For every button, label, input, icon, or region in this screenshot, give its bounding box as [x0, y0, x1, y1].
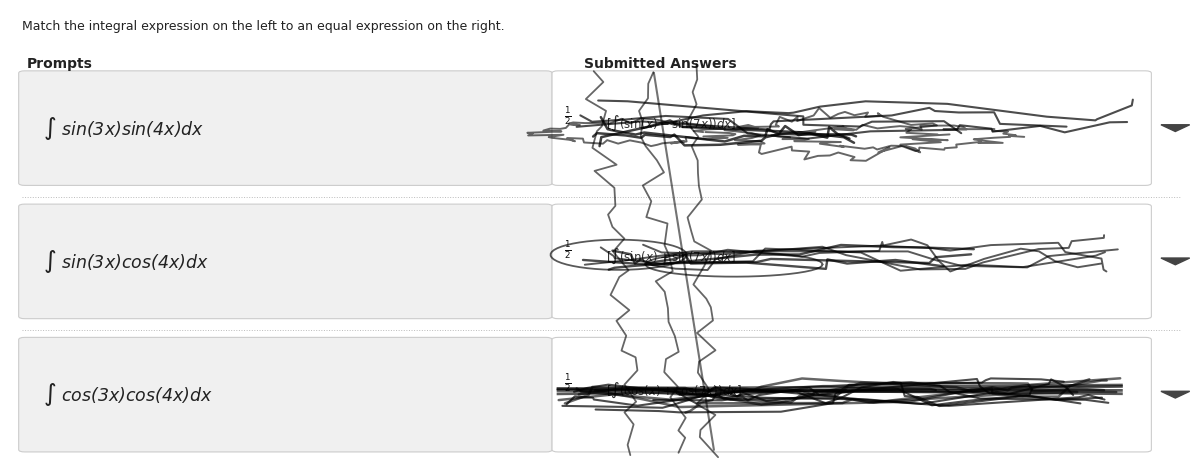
FancyBboxPatch shape	[552, 204, 1151, 318]
FancyBboxPatch shape	[552, 71, 1151, 185]
Text: Submitted Answers: Submitted Answers	[584, 57, 737, 71]
FancyBboxPatch shape	[552, 337, 1151, 452]
Text: Match the integral expression on the left to an equal expression on the right.: Match the integral expression on the lef…	[23, 20, 505, 33]
Text: $[\int(\sin(x) + \sin(7x))dx]$: $[\int(\sin(x) + \sin(7x))dx]$	[606, 247, 737, 266]
FancyBboxPatch shape	[19, 337, 552, 452]
Text: $\frac{1}{2}$: $\frac{1}{2}$	[564, 239, 571, 261]
Polygon shape	[1160, 125, 1189, 131]
Text: $[\int(\cos(x) + \cos(7x))dx]$: $[\int(\cos(x) + \cos(7x))dx]$	[606, 380, 742, 400]
Text: $\int$ sin(3$x$)cos(4$x$)$dx$: $\int$ sin(3$x$)cos(4$x$)$dx$	[43, 248, 209, 275]
Text: $[\int(\sin(x) - \sin(7x))dx]$: $[\int(\sin(x) - \sin(7x))dx]$	[606, 114, 737, 133]
Text: $\int$ cos(3$x$)cos(4$x$)$dx$: $\int$ cos(3$x$)cos(4$x$)$dx$	[43, 381, 212, 408]
FancyBboxPatch shape	[19, 204, 552, 318]
Text: $\int$ sin(3$x$)sin(4$x$)$dx$: $\int$ sin(3$x$)sin(4$x$)$dx$	[43, 114, 204, 142]
Text: $\frac{1}{2}$: $\frac{1}{2}$	[564, 106, 571, 128]
Text: $\frac{1}{2}$: $\frac{1}{2}$	[564, 372, 571, 394]
Polygon shape	[1160, 391, 1189, 398]
Text: Prompts: Prompts	[28, 57, 92, 71]
Polygon shape	[1160, 258, 1189, 265]
FancyBboxPatch shape	[19, 71, 552, 185]
